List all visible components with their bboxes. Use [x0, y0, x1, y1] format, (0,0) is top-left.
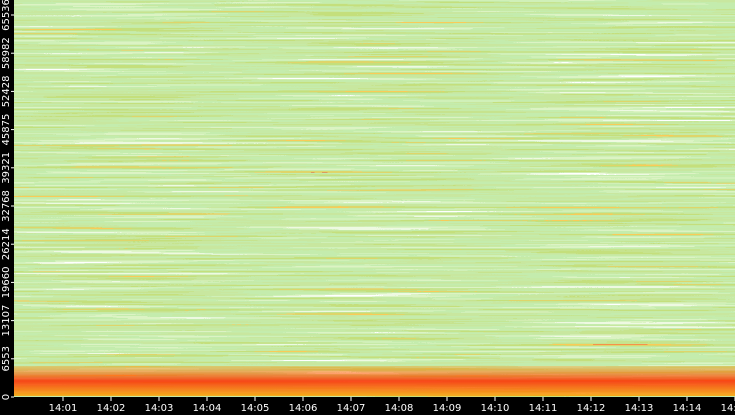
heatmap-area [14, 0, 735, 397]
y-tick-label: 6553 [1, 346, 12, 371]
x-tick-label: 14:11 [529, 403, 558, 414]
x-tick-label: 14:13 [625, 403, 654, 414]
y-tick-label: 13107 [1, 305, 12, 337]
x-tick-label: 14:08 [385, 403, 414, 414]
x-tick-label: 14:05 [241, 403, 270, 414]
x-tick-label: 14:07 [337, 403, 366, 414]
y-tick-label: 58982 [1, 37, 12, 69]
x-tick-label: 14:09 [433, 403, 462, 414]
x-tick-label: 14:12 [577, 403, 606, 414]
x-tick-label: 14:10 [481, 403, 510, 414]
x-tick-label: 14:15 [721, 403, 735, 414]
y-tick-label: 0 [1, 394, 12, 400]
y-tick-label: 32768 [1, 190, 12, 222]
x-tick-label: 14:06 [289, 403, 318, 414]
heatmap-hot-band [14, 366, 735, 396]
x-tick-label: 14:14 [673, 403, 702, 414]
heatmap-texture [14, 0, 735, 397]
y-tick-label: 26214 [1, 228, 12, 260]
y-tick-label: 39321 [1, 152, 12, 184]
y-tick-label: 52428 [1, 75, 12, 107]
y-tick-label: 45875 [1, 114, 12, 146]
y-tick-label: 19660 [1, 266, 12, 298]
x-tick-label: 14:03 [145, 403, 174, 414]
x-tick-label: 14:01 [49, 403, 78, 414]
y-tick-label: 65536 [1, 0, 12, 31]
x-tick-label: 14:02 [97, 403, 126, 414]
x-tick-label: 14:04 [193, 403, 222, 414]
